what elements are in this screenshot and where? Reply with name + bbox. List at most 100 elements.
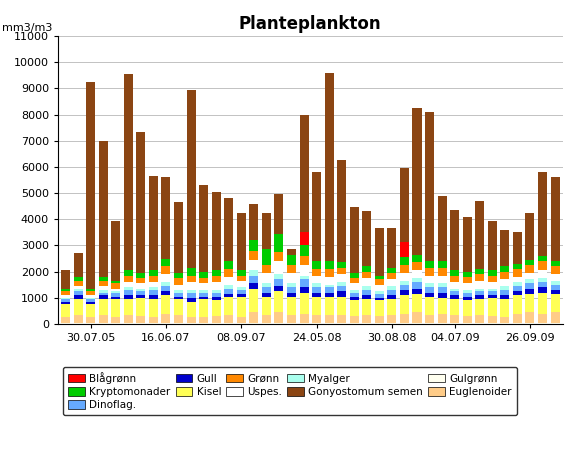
Bar: [86, 299, 95, 302]
Bar: [362, 212, 371, 266]
Bar: [538, 282, 547, 288]
Bar: [538, 323, 547, 324]
Bar: [325, 292, 333, 297]
Bar: [161, 259, 171, 266]
Bar: [287, 265, 296, 273]
Bar: [61, 299, 70, 302]
Bar: [212, 282, 220, 290]
Bar: [488, 291, 497, 295]
Bar: [437, 284, 447, 288]
Bar: [174, 278, 183, 285]
Bar: [312, 315, 321, 323]
Bar: [237, 288, 246, 290]
Bar: [525, 323, 535, 324]
Bar: [312, 288, 321, 292]
Bar: [450, 288, 459, 291]
Bar: [212, 275, 220, 282]
Bar: [362, 323, 371, 324]
Bar: [450, 275, 459, 282]
Bar: [274, 252, 284, 261]
Bar: [299, 265, 309, 275]
Bar: [249, 275, 258, 284]
Bar: [199, 323, 208, 324]
Bar: [237, 297, 246, 317]
Bar: [61, 323, 70, 324]
Bar: [212, 316, 220, 323]
Bar: [437, 292, 447, 298]
Bar: [249, 270, 258, 275]
Bar: [274, 234, 284, 252]
Bar: [224, 269, 233, 277]
Bar: [61, 291, 70, 295]
Bar: [262, 297, 271, 315]
Bar: [212, 270, 220, 275]
Bar: [74, 295, 82, 299]
Title: Planteplankton: Planteplankton: [239, 15, 382, 33]
Bar: [124, 282, 133, 288]
Bar: [463, 323, 472, 324]
Bar: [212, 292, 220, 297]
Bar: [224, 277, 233, 285]
Bar: [274, 312, 284, 323]
Bar: [337, 274, 346, 282]
Bar: [375, 285, 384, 291]
Bar: [299, 232, 309, 245]
Bar: [74, 323, 82, 324]
Bar: [237, 270, 246, 275]
Bar: [463, 297, 472, 301]
Bar: [325, 261, 333, 269]
Bar: [287, 297, 296, 315]
Bar: [387, 273, 396, 279]
Bar: [337, 282, 346, 286]
Bar: [513, 232, 522, 264]
Bar: [99, 281, 108, 286]
Bar: [387, 290, 396, 295]
Bar: [525, 265, 535, 273]
Bar: [350, 278, 359, 284]
Bar: [74, 286, 82, 288]
Bar: [224, 198, 233, 261]
Bar: [513, 295, 522, 314]
Bar: [525, 312, 535, 323]
Bar: [136, 131, 146, 273]
Bar: [488, 323, 497, 324]
Bar: [86, 288, 95, 291]
Bar: [475, 291, 484, 295]
Bar: [124, 315, 133, 323]
Bar: [86, 295, 95, 298]
Bar: [337, 291, 346, 297]
Bar: [400, 257, 409, 265]
Bar: [174, 292, 183, 297]
Bar: [312, 297, 321, 315]
Bar: [425, 284, 434, 288]
Bar: [412, 312, 422, 323]
Bar: [262, 292, 271, 297]
Bar: [437, 196, 447, 261]
Bar: [274, 286, 284, 291]
Bar: [350, 323, 359, 324]
Bar: [362, 299, 371, 315]
Bar: [375, 298, 384, 301]
Bar: [86, 302, 95, 304]
Bar: [174, 299, 183, 315]
Bar: [463, 284, 472, 290]
Bar: [99, 286, 108, 290]
Bar: [400, 290, 409, 295]
Bar: [249, 284, 258, 288]
Bar: [224, 261, 233, 269]
Bar: [111, 297, 120, 299]
Bar: [237, 275, 246, 281]
Bar: [400, 323, 409, 324]
Bar: [111, 317, 120, 323]
Bar: [249, 240, 258, 251]
Bar: [161, 291, 171, 295]
Bar: [412, 323, 422, 324]
Bar: [149, 299, 158, 317]
Bar: [525, 273, 535, 279]
Bar: [450, 210, 459, 270]
Text: mm3/m3: mm3/m3: [2, 23, 53, 33]
Bar: [400, 281, 409, 285]
Bar: [187, 268, 195, 275]
Bar: [224, 294, 233, 297]
Bar: [475, 295, 484, 299]
